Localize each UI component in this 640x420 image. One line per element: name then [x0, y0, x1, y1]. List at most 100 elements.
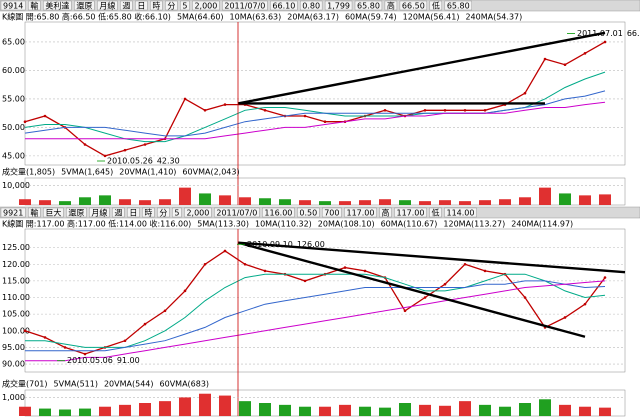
toolbar-item[interactable]: 0.50 [299, 209, 317, 218]
toolbar-item[interactable]: 還原 [76, 1, 92, 11]
plot-frame [24, 21, 626, 166]
toolbar-item[interactable]: 月線 [91, 208, 107, 218]
volume-bar [419, 404, 431, 416]
toolbar-item[interactable]: 高 [381, 208, 389, 218]
toolbar-box [157, 207, 170, 218]
legend-entry: 5MA(64.60) [177, 13, 224, 22]
toolbar-item[interactable]: 1,799 [327, 2, 350, 11]
price-point [123, 339, 127, 343]
price-point [223, 103, 227, 106]
volume-bar [439, 405, 451, 416]
annotation-date: 2010.05.26 [107, 157, 153, 166]
volume-bar [399, 200, 411, 205]
y-tick-label: 90.00 [2, 360, 25, 369]
toolbar-box [127, 207, 140, 218]
volume-bar [299, 406, 311, 416]
toolbar-item[interactable]: 116.00 [264, 209, 292, 218]
toolbar-item[interactable]: 2011/07/0 [224, 2, 265, 11]
toolbar-item[interactable]: 114.00 [446, 209, 474, 218]
toolbar-item[interactable]: 2,000 [194, 2, 217, 11]
price-point [443, 282, 447, 286]
toolbar-box [429, 207, 442, 218]
toolbar-box [300, 0, 323, 11]
toolbar-item[interactable]: 分 [159, 209, 167, 218]
toolbar-item[interactable]: 5 [174, 209, 179, 218]
toolbar-item[interactable]: 2,000 [186, 209, 209, 218]
volume-title: 成交量(701) [2, 379, 48, 389]
y-tick-label: 55.00 [2, 94, 25, 103]
toolbar-item[interactable]: 低 [431, 208, 439, 218]
toolbar-item[interactable]: 2011/07/0 [216, 209, 257, 218]
price-point [523, 296, 527, 299]
toolbar-item[interactable]: 65.80 [447, 2, 470, 11]
toolbar-item[interactable]: 週 [114, 209, 122, 218]
toolbar-item[interactable]: 美利達 [45, 1, 69, 11]
price-point [203, 109, 207, 112]
toolbar-box [354, 0, 383, 11]
toolbar-box [344, 207, 377, 218]
y-tick-label: 45.00 [2, 151, 25, 160]
price-point [223, 249, 227, 253]
volume-bar [319, 201, 331, 205]
toolbar-box [270, 0, 298, 11]
trendline [237, 241, 626, 274]
volume-legend: 60VMA(683) [160, 380, 210, 389]
price-point [23, 120, 27, 124]
toolbar-item[interactable]: 時 [144, 209, 152, 218]
toolbar-item[interactable]: 日 [129, 209, 137, 218]
price-point [403, 309, 407, 313]
toolbar-item[interactable]: 0.80 [302, 2, 320, 11]
volume-legend: 5VMA(511) [54, 380, 98, 389]
toolbar-item[interactable]: 還原 [68, 208, 84, 218]
legend-entry: 60MA(59.74) [345, 13, 397, 22]
price-point [303, 114, 307, 118]
toolbar-box [444, 0, 472, 11]
toolbar-item[interactable]: 週 [122, 2, 130, 11]
price-point [603, 276, 607, 279]
toolbar-box [394, 207, 427, 218]
toolbar-item[interactable]: 巨大 [45, 208, 61, 218]
legend-entry: 5MA(113.30) [197, 220, 249, 229]
legend-entry: 10MA(63.63) [230, 13, 282, 22]
toolbar-item[interactable]: 9921 [3, 209, 23, 218]
toolbar-box [444, 207, 477, 218]
price-point [463, 109, 467, 112]
toolbar-item[interactable]: 117.00 [346, 209, 374, 218]
toolbar-box [165, 0, 178, 11]
toolbar-item[interactable]: 65.80 [357, 2, 380, 11]
toolbar-item[interactable]: 輸 [30, 1, 38, 11]
volume-bar [39, 408, 51, 416]
toolbar-item[interactable]: 低 [432, 1, 440, 11]
toolbar-item[interactable]: 5 [182, 2, 187, 11]
price-point [63, 346, 67, 349]
toolbar-box [262, 207, 295, 218]
toolbar-item[interactable]: 時 [152, 2, 160, 11]
volume-bar [479, 200, 491, 205]
legend-entry: 60MA(110.67) [381, 220, 438, 229]
volume-bar [459, 401, 471, 416]
price-point [163, 309, 167, 313]
toolbar-box [89, 207, 110, 218]
toolbar-item[interactable]: 700 [324, 209, 339, 218]
toolbar-box [66, 207, 87, 218]
volume-bar [19, 406, 31, 416]
toolbar-item[interactable]: 117.00 [396, 209, 424, 218]
toolbar [0, 206, 640, 219]
toolbar-item[interactable]: 輸 [30, 208, 38, 218]
toolbar-box [214, 207, 260, 218]
legend-entry: 240MA(54.37) [465, 13, 522, 22]
annotation-date: 2011.07.01 [577, 29, 623, 38]
toolbar-item[interactable]: 66.10 [272, 2, 295, 11]
volume-bar [199, 393, 211, 416]
volume-bar [359, 406, 371, 416]
price-line [24, 250, 606, 355]
toolbar-item[interactable]: 日 [137, 2, 145, 11]
toolbar-item[interactable]: 高 [387, 1, 395, 11]
volume-tick-label: 1,000 [2, 393, 25, 402]
toolbar-item[interactable]: 月線 [99, 1, 115, 11]
annotation-value: 126.00 [297, 240, 325, 249]
toolbar-item[interactable]: 分 [167, 2, 175, 11]
toolbar-item[interactable]: 66.50 [402, 2, 425, 11]
toolbar-item[interactable]: 9914 [3, 2, 23, 11]
price-point [143, 322, 147, 326]
